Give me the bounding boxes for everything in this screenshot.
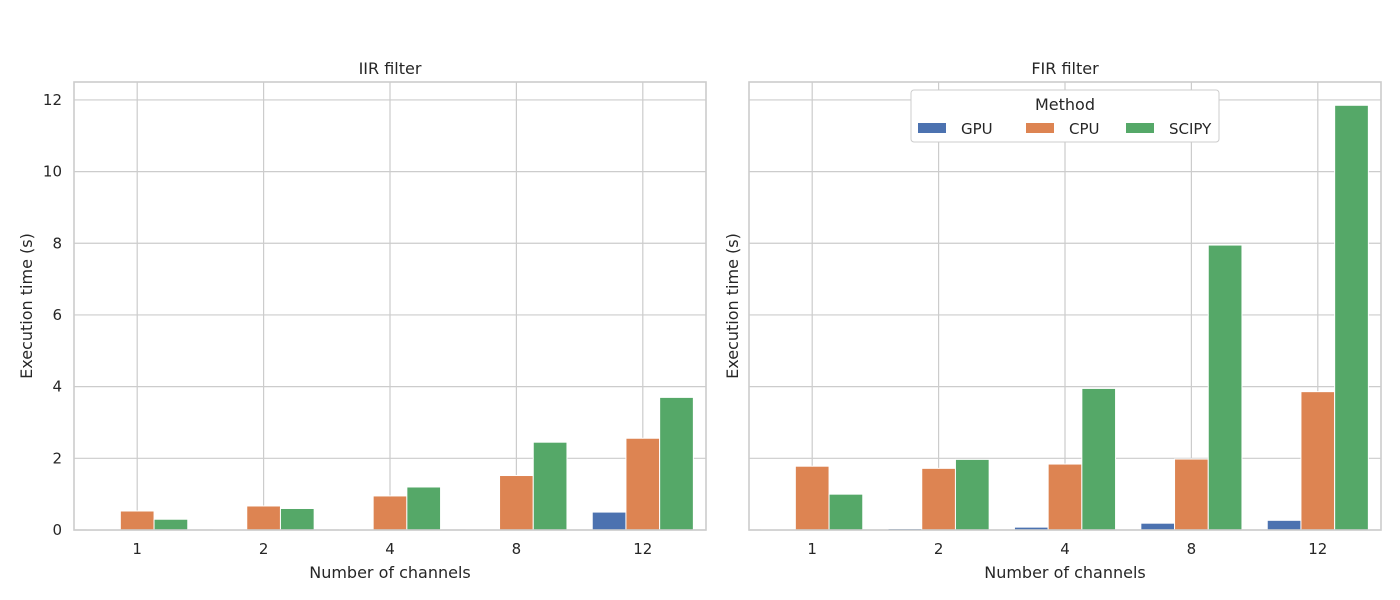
iir-ytick-label: 8 <box>52 234 62 252</box>
iir-xtick-label: 12 <box>633 540 652 558</box>
fir-xtick-label: 12 <box>1308 540 1327 558</box>
legend-swatch-cpu <box>1026 123 1054 133</box>
legend-label-cpu: CPU <box>1069 120 1100 138</box>
iir-axes-frame <box>73 81 707 531</box>
iir-chart-title: IIR filter <box>359 59 422 78</box>
iir-bar-scipy <box>659 396 694 531</box>
fir-bar-scipy <box>828 493 864 531</box>
iir-bar-cpu <box>625 437 661 531</box>
iir-filter-panel: IIR filter Number of channels Execution … <box>17 59 707 582</box>
iir-y-axis-label: Execution time (s) <box>17 233 36 379</box>
iir-xtick-label: 4 <box>385 540 395 558</box>
iir-bar-scipy <box>279 507 315 531</box>
legend-label-scipy: SCIPY <box>1169 120 1212 138</box>
legend-title: Method <box>1035 95 1095 114</box>
fir-bar-scipy <box>954 458 990 531</box>
iir-ytick-label: 12 <box>43 91 62 109</box>
iir-bar-scipy <box>406 486 442 531</box>
fir-bar-scipy <box>1207 244 1243 531</box>
fir-bar-cpu <box>1300 391 1336 531</box>
fir-xtick-label: 4 <box>1060 540 1070 558</box>
fir-grid <box>749 82 1381 531</box>
fir-bar-cpu <box>1047 463 1083 531</box>
fir-bar-cpu <box>921 467 956 531</box>
iir-ytick-label: 0 <box>52 521 62 539</box>
iir-ytick-label: 2 <box>52 449 62 467</box>
iir-grid <box>74 82 706 531</box>
fir-bar-scipy <box>1081 387 1117 531</box>
iir-bar-cpu <box>499 475 534 531</box>
fir-bar-cpu <box>794 465 830 531</box>
iir-bar-cpu <box>119 510 155 531</box>
fir-y-axis-label: Execution time (s) <box>723 233 742 379</box>
iir-bar-cpu <box>246 505 281 531</box>
iir-xtick-label: 8 <box>512 540 522 558</box>
legend-swatch-gpu <box>918 123 946 133</box>
legend-swatch-scipy <box>1126 123 1154 133</box>
legend-label-gpu: GPU <box>961 120 993 138</box>
legend: Method GPU CPU SCIPY <box>910 89 1220 143</box>
fir-bar-gpu <box>1140 522 1176 531</box>
iir-ytick-label: 10 <box>43 163 62 181</box>
fir-xtick-label: 1 <box>807 540 817 558</box>
iir-bar-cpu <box>372 495 408 531</box>
iir-bar-scipy <box>153 518 189 531</box>
fir-axes-frame <box>748 81 1382 531</box>
iir-bar-gpu <box>591 511 627 531</box>
iir-x-axis-label: Number of channels <box>309 563 471 582</box>
iir-bar-scipy <box>532 441 568 531</box>
iir-xtick-label: 2 <box>259 540 269 558</box>
fir-chart-title: FIR filter <box>1031 59 1099 78</box>
fir-bar-gpu <box>1266 519 1302 531</box>
fir-xtick-label: 2 <box>934 540 944 558</box>
fir-x-axis-label: Number of channels <box>984 563 1146 582</box>
fir-bar-scipy <box>1334 104 1369 531</box>
iir-xtick-label: 1 <box>132 540 142 558</box>
fir-bar-cpu <box>1174 458 1209 531</box>
fir-filter-panel: FIR filter Number of channels Execution … <box>723 59 1382 582</box>
iir-ytick-label: 4 <box>52 378 62 396</box>
iir-ytick-label: 6 <box>52 306 62 324</box>
fir-xtick-label: 8 <box>1187 540 1197 558</box>
